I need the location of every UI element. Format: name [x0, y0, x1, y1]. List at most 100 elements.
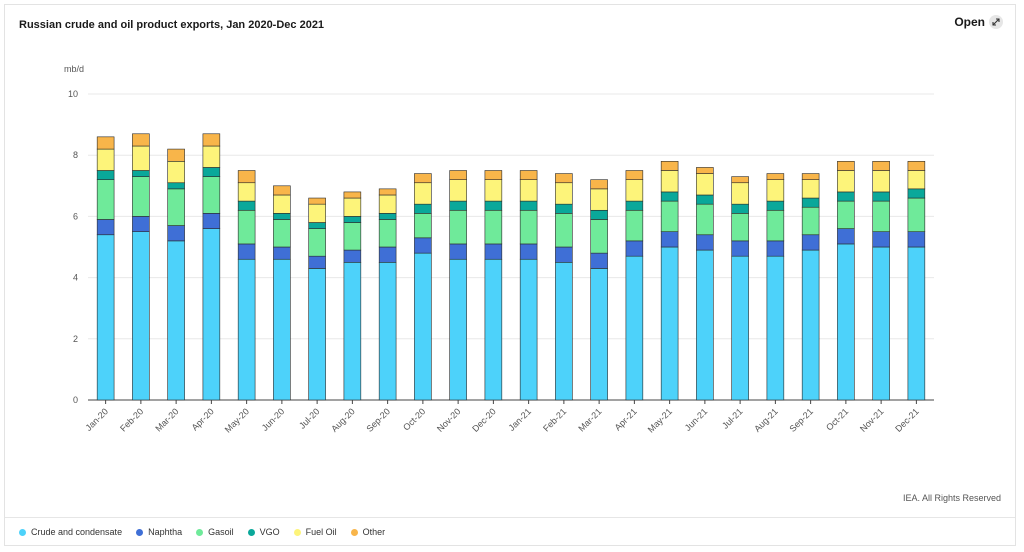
bar-segment — [449, 243, 467, 260]
x-tick-label: Nov-21 — [858, 406, 886, 434]
bar-segment — [801, 206, 820, 236]
bar-segment — [96, 148, 115, 171]
bar-segment — [766, 255, 785, 401]
bar-segment — [414, 173, 432, 184]
x-tick-label: Jan-21 — [507, 406, 534, 433]
open-button-label: Open — [954, 15, 985, 29]
bar-segment — [484, 258, 503, 401]
legend-label: Naphtha — [148, 527, 183, 537]
legend-item[interactable]: Other — [350, 527, 386, 537]
x-tick-label: Feb-20 — [118, 406, 145, 433]
bar-segment — [625, 170, 644, 180]
x-tick-label: Oct-20 — [401, 406, 427, 432]
bar-segment — [555, 261, 573, 401]
bar-segment — [555, 246, 573, 263]
bar-segment — [801, 179, 820, 199]
bar-segment — [167, 188, 185, 226]
bar-segment — [555, 203, 573, 214]
bar-segment — [378, 194, 397, 214]
bar-segment — [555, 182, 573, 205]
bar-segment — [414, 237, 432, 254]
bar-segment — [96, 136, 115, 150]
bar-segment — [766, 179, 785, 202]
bar-segment — [308, 203, 326, 223]
bar-segment — [837, 161, 855, 171]
bar-segment — [872, 200, 890, 233]
x-tick-label: Aug-21 — [752, 406, 780, 434]
expand-arrows-icon — [989, 15, 1003, 29]
x-tick-label: May-20 — [223, 406, 251, 434]
bar-segment — [378, 261, 397, 401]
bar-segment — [801, 249, 820, 401]
x-tick-label: Jul-21 — [720, 406, 744, 430]
bar-segment — [519, 179, 538, 202]
bar-segment — [837, 191, 855, 202]
bar-segment — [202, 228, 221, 401]
bar-segment — [731, 176, 749, 184]
bar-segment — [625, 255, 644, 401]
bar-segment — [202, 176, 221, 214]
bar-segment — [519, 258, 538, 401]
bar-segment — [167, 225, 185, 242]
y-axis-unit: mb/d — [64, 64, 84, 74]
bar-segment — [308, 255, 326, 269]
bar-segment — [660, 231, 679, 248]
bar-segment — [273, 185, 291, 196]
legend-item[interactable]: Fuel Oil — [293, 527, 337, 537]
legend-label: Other — [362, 527, 386, 537]
bar-segment — [484, 209, 503, 245]
bar-segment — [872, 170, 890, 193]
bar-segment — [273, 194, 291, 214]
bar-segment — [766, 200, 785, 211]
legend-item[interactable]: Naphtha — [136, 527, 182, 537]
bar-segment — [202, 145, 221, 168]
y-tick-label: 0 — [73, 395, 78, 405]
bar-segment — [237, 200, 256, 211]
bar-segment — [872, 246, 890, 401]
legend-label: Gasoil — [208, 527, 234, 537]
bar-segment — [132, 176, 150, 217]
bar-segment — [872, 191, 890, 202]
bar-segment — [449, 170, 467, 180]
bar-segment — [555, 213, 573, 248]
bar-segment — [308, 197, 326, 205]
bar-segment — [696, 234, 714, 251]
legend-swatch — [19, 528, 26, 536]
legend-item[interactable]: VGO — [247, 527, 280, 537]
bar-segment — [590, 252, 608, 269]
bar-segment — [132, 133, 150, 147]
bar-segment — [590, 268, 608, 401]
chart-title: Russian crude and oil product exports, J… — [19, 19, 325, 31]
bar-segment — [308, 222, 326, 229]
legend-item[interactable]: Crude and condensate — [19, 527, 122, 537]
bar-segment — [696, 194, 714, 205]
bar-segment — [696, 249, 714, 401]
bar-segment — [519, 243, 538, 260]
legend-label: Crude and condensate — [31, 527, 123, 537]
bar-segment — [907, 197, 926, 232]
open-button[interactable]: Open — [954, 15, 1003, 29]
legend-label: VGO — [259, 527, 280, 537]
bar-segment — [414, 252, 432, 401]
bar-segment — [766, 173, 785, 180]
bar-segment — [167, 182, 185, 190]
bar-segment — [414, 213, 432, 239]
legend-item[interactable]: Gasoil — [196, 527, 234, 537]
bar-segment — [167, 148, 185, 162]
x-tick-label: Sep-20 — [364, 406, 392, 434]
bar-segment — [590, 188, 608, 211]
bar-segment — [378, 246, 397, 263]
bar-segment — [696, 167, 714, 174]
bar-segment — [837, 170, 855, 193]
y-tick-label: 4 — [73, 273, 78, 283]
bar-segment — [449, 258, 467, 401]
bar-segment — [731, 213, 749, 242]
y-tick-label: 6 — [73, 211, 78, 221]
bar-segment — [837, 228, 855, 245]
y-tick-label: 8 — [73, 150, 78, 160]
bar-segment — [132, 170, 150, 177]
chart-legend: Crude and condensate Naphtha Gasoil VGO Fuel… — [19, 527, 385, 537]
bar-segment — [343, 222, 362, 251]
bar-segment — [237, 209, 256, 245]
x-tick-label: Jan-20 — [84, 406, 111, 433]
